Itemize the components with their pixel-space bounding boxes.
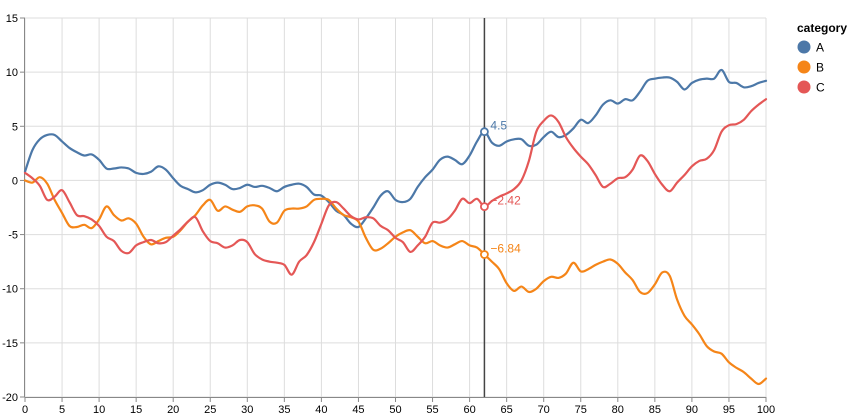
x-tick-label: 100	[757, 404, 775, 416]
x-tick-label: 70	[538, 404, 550, 416]
legend-title: category	[797, 21, 847, 35]
y-tick-label: -10	[2, 284, 18, 296]
x-tick-label: 45	[352, 404, 364, 416]
x-tick-label: 15	[130, 404, 142, 416]
x-tick-label: 30	[241, 404, 253, 416]
hover-label-b: −6.84	[490, 241, 521, 255]
x-tick-label: 65	[501, 404, 513, 416]
axes: 0 5 10 15 20 25 30 35 40 45 50 55 60 65 70 75 80 85 90 95 10…	[2, 13, 775, 416]
x-tick-label: 95	[723, 404, 735, 416]
x-tick-label: 80	[612, 404, 624, 416]
x-tick-label: 5	[59, 404, 65, 416]
legend-swatch-b	[797, 60, 811, 74]
x-tick-label: 55	[426, 404, 438, 416]
x-tick-label: 0	[22, 404, 28, 416]
y-tick-label: 5	[12, 121, 18, 133]
y-tick-label: 0	[12, 175, 18, 187]
hover-point-c[interactable]	[480, 202, 489, 212]
x-tick-label: 75	[575, 404, 587, 416]
legend-label-c: C	[816, 81, 825, 95]
legend-label-a: A	[816, 41, 824, 55]
x-tick-label: 10	[93, 404, 105, 416]
y-tick-label: -15	[2, 338, 18, 350]
legend: category ABC	[797, 21, 847, 95]
hover-label-c: −2.42	[490, 194, 521, 208]
x-tick-label: 20	[167, 404, 179, 416]
hover-markers: 4.5 −2.42 −6.84	[480, 119, 521, 259]
y-tick-label: -5	[8, 230, 18, 242]
y-tick-label: 15	[6, 13, 18, 25]
x-tick-label: 25	[204, 404, 216, 416]
grid	[24, 17, 767, 398]
x-tick-label: 35	[278, 404, 290, 416]
x-tick-label: 60	[463, 404, 475, 416]
x-tick-label: 85	[649, 404, 661, 416]
y-tick-label: -20	[2, 392, 18, 404]
x-tick-label: 40	[315, 404, 327, 416]
series-line-a	[23, 68, 768, 229]
series-lines	[23, 68, 768, 386]
x-tick-label: 90	[686, 404, 698, 416]
legend-swatch-c	[797, 80, 811, 94]
hover-point-a[interactable]	[480, 127, 489, 137]
y-tick-label: 10	[6, 67, 18, 79]
x-tick-label: 50	[389, 404, 401, 416]
legend-swatch-a	[797, 40, 811, 54]
hover-label-a: 4.5	[490, 119, 507, 133]
hover-point-b[interactable]	[480, 250, 489, 259]
series-line-c	[23, 98, 768, 276]
legend-label-b: B	[816, 61, 824, 75]
